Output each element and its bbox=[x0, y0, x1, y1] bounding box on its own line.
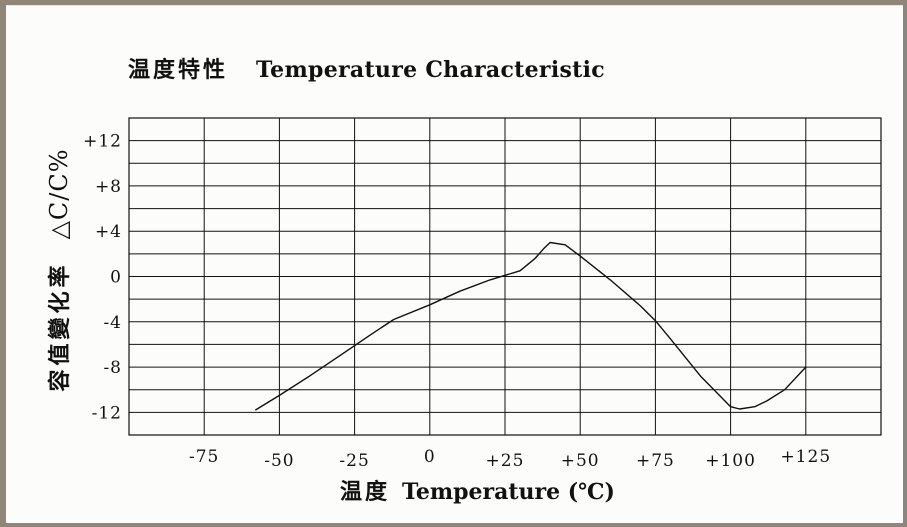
x-tick-label: +25 bbox=[486, 451, 525, 471]
y-tick-label: +12 bbox=[83, 132, 122, 152]
y-tick-label: -8 bbox=[103, 358, 122, 378]
y-tick-label: -4 bbox=[103, 313, 122, 333]
x-tick-label: +75 bbox=[636, 451, 675, 471]
x-tick-label: -75 bbox=[189, 447, 219, 467]
y-axis-title: 容值變化率 △C/C% bbox=[42, 148, 74, 391]
y-axis-unit: △C/C% bbox=[45, 148, 73, 240]
y-tick-label: +8 bbox=[95, 177, 122, 197]
x-tick-label: -50 bbox=[264, 451, 294, 471]
series-line bbox=[254, 241, 807, 411]
x-tick-label: 0 bbox=[424, 447, 436, 467]
chart-title-cn: 温度特性 bbox=[128, 57, 229, 83]
chart-title: 温度特性 Temperature Characteristic bbox=[128, 52, 605, 84]
chart-title-en: Temperature Characteristic bbox=[256, 57, 605, 83]
y-axis-title-cn: 容值變化率 bbox=[47, 261, 73, 392]
chart-frame bbox=[6, 5, 903, 523]
chart-series bbox=[254, 241, 807, 411]
x-tick-label: -25 bbox=[339, 451, 369, 471]
y-tick-labels: +12 +8 +4 0 -4 -8 -12 bbox=[83, 132, 122, 424]
x-axis-title-cn: 温度 bbox=[340, 479, 391, 505]
x-tick-labels: -75 -50 -25 0 +25 +50 +75 +100 +125 bbox=[189, 447, 831, 471]
x-tick-label: +125 bbox=[780, 447, 831, 467]
x-axis-title-en: Temperature (℃) bbox=[402, 479, 615, 505]
y-tick-label: -12 bbox=[92, 403, 122, 423]
y-tick-label: +4 bbox=[95, 222, 122, 242]
x-tick-label: +100 bbox=[705, 451, 756, 471]
chart-grid bbox=[128, 117, 882, 436]
x-tick-label: +50 bbox=[561, 451, 600, 471]
x-axis-title: 温度 Temperature (℃) bbox=[340, 474, 615, 506]
y-tick-label: 0 bbox=[110, 268, 122, 288]
